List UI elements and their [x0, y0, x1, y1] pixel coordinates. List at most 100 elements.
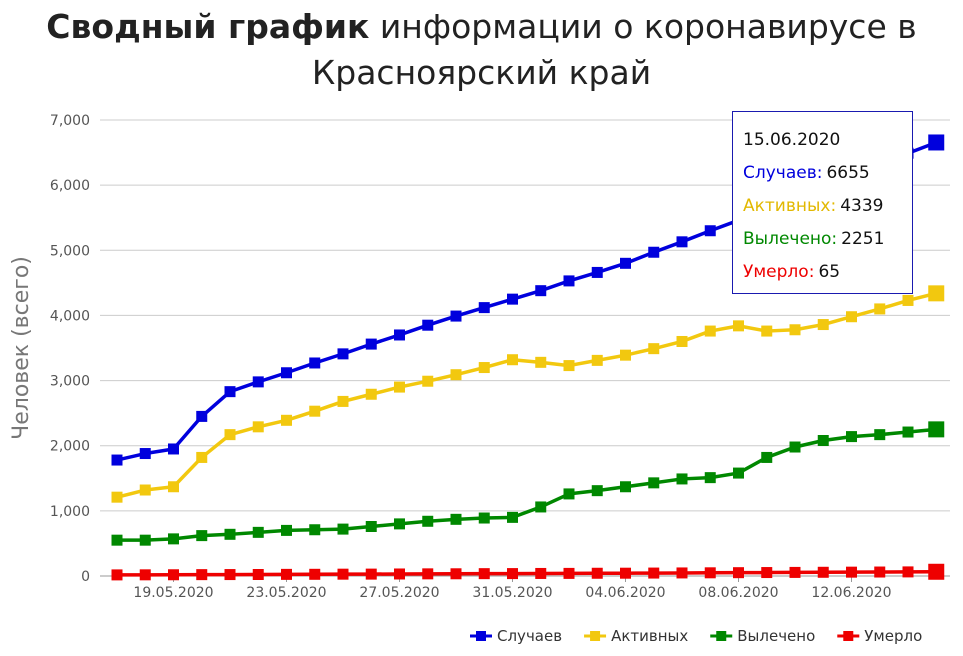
series-point-1	[535, 356, 547, 368]
series-point-1	[168, 481, 179, 493]
series-point-0	[648, 246, 660, 258]
legend-label-1: Активных	[611, 627, 688, 645]
series-point-0	[928, 134, 945, 151]
legend-label-0: Случаев	[497, 627, 562, 645]
y-tick-label: 1,000	[50, 504, 90, 520]
series-point-3	[168, 569, 179, 581]
series-point-2	[789, 441, 801, 453]
series-point-1	[676, 335, 688, 347]
y-tick-label: 7,000	[50, 113, 90, 129]
series-point-1	[450, 369, 462, 381]
chart-title-bold: Сводный график	[46, 7, 370, 46]
series-point-2	[450, 513, 462, 525]
series-point-3	[902, 566, 914, 578]
series-point-2	[535, 501, 547, 513]
series-point-1	[337, 395, 349, 407]
series-point-3	[846, 566, 857, 578]
tooltip-value-cases: 6655	[826, 163, 870, 183]
series-point-2	[733, 467, 744, 479]
chart-title-rest: информации о коронавирусе в	[369, 7, 917, 46]
series-point-0	[281, 367, 292, 379]
series-point-2	[365, 520, 377, 532]
x-tick-label: 23.05.2020	[246, 585, 326, 601]
series-point-0	[478, 302, 490, 314]
legend-marker-0	[476, 631, 486, 641]
chart-title: Сводный график информации о коронавирусе…	[0, 4, 963, 96]
series-point-3	[591, 567, 603, 579]
series-point-2	[111, 534, 123, 546]
series-point-2	[337, 523, 349, 535]
tooltip-date: 15.06.2020	[743, 130, 841, 150]
series-point-3	[507, 568, 518, 580]
series-point-1	[817, 319, 829, 331]
series-point-1	[139, 484, 151, 496]
legend-label-3: Умерло	[864, 627, 922, 645]
x-tick-label: 27.05.2020	[359, 585, 439, 601]
series-point-2	[196, 530, 208, 542]
series-point-3	[309, 568, 321, 580]
series-point-0	[168, 443, 179, 455]
tooltip-label-cases: Случаев:	[743, 163, 823, 183]
series-point-1	[309, 405, 321, 417]
tooltip-value-died: 65	[818, 262, 841, 282]
series-point-3	[761, 567, 773, 579]
series-point-0	[196, 410, 208, 422]
series-point-2	[507, 511, 518, 523]
series-point-3	[281, 568, 292, 580]
series-point-1	[196, 451, 208, 463]
chart-title-line2: Красноярский край	[311, 53, 652, 92]
series-point-2	[761, 451, 773, 463]
series-point-1	[733, 320, 744, 332]
series-point-3	[874, 566, 886, 578]
series-point-0	[224, 386, 236, 398]
series-point-1	[478, 362, 490, 374]
series-point-3	[450, 568, 462, 580]
series-point-3	[620, 567, 631, 579]
series-point-1	[761, 325, 773, 337]
legend-marker-3	[843, 631, 854, 641]
series-point-2	[252, 526, 264, 538]
series-line-3	[116, 570, 937, 577]
y-tick-label: 2,000	[50, 439, 90, 455]
series-point-0	[676, 236, 688, 248]
series-point-3	[196, 569, 208, 581]
tooltip-label-active: Активных:	[743, 196, 837, 216]
series-point-0	[394, 329, 405, 341]
x-tick-label: 31.05.2020	[472, 585, 552, 601]
series-point-3	[422, 568, 434, 580]
series-point-2	[704, 472, 716, 484]
series-point-3	[563, 567, 575, 579]
legend-label-2: Вылечено	[737, 627, 815, 645]
series-point-1	[281, 414, 292, 426]
series-point-3	[817, 566, 829, 578]
series-point-3	[365, 568, 377, 580]
series-point-2	[394, 518, 405, 530]
series-point-1	[507, 354, 518, 366]
legend-marker-2	[716, 631, 727, 641]
y-tick-label: 3,000	[50, 374, 90, 390]
series-point-1	[111, 491, 123, 503]
series-point-3	[648, 567, 660, 579]
series-point-2	[648, 477, 660, 489]
series-point-2	[309, 524, 321, 536]
series-point-0	[365, 338, 377, 350]
x-tick-label: 08.06.2020	[698, 585, 778, 601]
y-tick-label: 4,000	[50, 308, 90, 324]
series-point-0	[591, 266, 603, 278]
series-point-3	[676, 567, 688, 579]
series-point-3	[139, 569, 151, 581]
series-point-2	[846, 431, 857, 443]
series-point-1	[365, 388, 377, 400]
series-line-1	[116, 291, 937, 499]
series-point-0	[507, 293, 518, 305]
series-point-1	[874, 303, 886, 315]
chart-title-line1: Сводный график информации о коронавирусе…	[0, 4, 963, 50]
series-point-3	[224, 569, 236, 581]
series-point-2	[563, 488, 575, 500]
series-point-1	[591, 354, 603, 366]
series-point-3	[789, 566, 801, 578]
y-tick-label: 6,000	[50, 178, 90, 194]
series-point-3	[394, 568, 405, 580]
series-point-2	[168, 533, 179, 545]
series-point-3	[478, 568, 490, 580]
